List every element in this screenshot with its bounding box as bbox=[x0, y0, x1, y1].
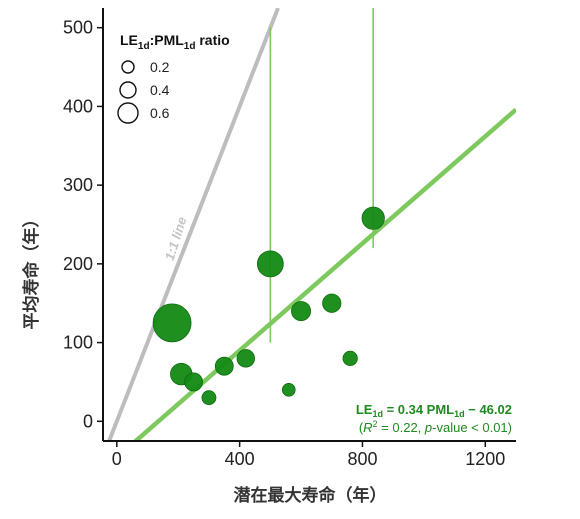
x-tick-label: 800 bbox=[347, 449, 377, 469]
fit-equation: LE1d = 0.34 PML1d − 46.02 (R2 = 0.22, p-… bbox=[356, 402, 512, 435]
data-point bbox=[322, 293, 342, 313]
legend-title-le: LE bbox=[120, 32, 138, 48]
y-tick-label: 400 bbox=[63, 96, 93, 116]
stats-tail: -value < 0.01) bbox=[432, 420, 512, 435]
y-tick-label: 300 bbox=[63, 175, 93, 195]
fit-line bbox=[132, 107, 516, 441]
data-point bbox=[342, 350, 358, 366]
x-tick-label: 400 bbox=[225, 449, 255, 469]
axes: 0 400 800 1200 0 100 200 300 400 500 bbox=[63, 8, 516, 469]
data-point bbox=[214, 356, 234, 376]
y-tick-label: 100 bbox=[63, 333, 93, 353]
data-point bbox=[281, 383, 296, 397]
stats-r-sup: 2 bbox=[373, 419, 378, 429]
fit-stats-line: (R2 = 0.22, p-value < 0.01) bbox=[359, 419, 512, 435]
y-axis-title: 平均寿命（年） bbox=[21, 211, 42, 330]
plot-area bbox=[107, 8, 516, 441]
reference-line-label: 1:1 line bbox=[162, 215, 190, 262]
eq-mid: = 0.34 PML bbox=[383, 402, 454, 417]
legend-title-le-sub: 1d bbox=[138, 41, 150, 52]
legend-label: 0.6 bbox=[150, 105, 170, 121]
x-tick-label: 1200 bbox=[465, 449, 505, 469]
data-point bbox=[291, 301, 312, 322]
data-point bbox=[152, 303, 192, 343]
y-tick-label: 200 bbox=[63, 254, 93, 274]
data-point bbox=[236, 349, 255, 368]
y-tick-label: 0 bbox=[83, 411, 93, 431]
y-tick-label: 500 bbox=[63, 18, 93, 38]
legend-label: 0.2 bbox=[150, 59, 170, 75]
stats-r: R bbox=[363, 420, 372, 435]
legend-items: 0.2 0.4 0.6 bbox=[117, 59, 170, 124]
plot-clipped bbox=[107, 8, 516, 441]
legend-size-key bbox=[117, 102, 139, 124]
legend-title-pml-sub: 1d bbox=[184, 41, 196, 52]
stats-p: p bbox=[424, 420, 432, 435]
data-point bbox=[184, 372, 203, 392]
legend: LE1d:PML1d ratio 0.20.40.6 bbox=[117, 32, 230, 124]
data-point bbox=[361, 206, 385, 230]
data-point bbox=[201, 390, 217, 406]
data-point bbox=[256, 250, 284, 278]
legend-title-ratio: ratio bbox=[195, 32, 229, 48]
stats-open: ( bbox=[359, 420, 364, 435]
fit-equation-line: LE1d = 0.34 PML1d − 46.02 bbox=[356, 402, 512, 419]
legend-size-key bbox=[121, 60, 135, 74]
legend-title: LE1d:PML1d ratio bbox=[120, 32, 230, 52]
x-tick-label: 0 bbox=[112, 449, 122, 469]
eq-le: LE bbox=[356, 402, 373, 417]
x-axis-title: 潜在最大寿命（年） bbox=[234, 485, 387, 506]
legend-size-key bbox=[119, 81, 137, 99]
legend-title-pml: :PML bbox=[150, 32, 185, 48]
eq-tail: − 46.02 bbox=[465, 402, 512, 417]
eq-le-sub: 1d bbox=[372, 409, 383, 419]
stats-mid: = 0.22, bbox=[378, 420, 425, 435]
reference-line bbox=[107, 8, 280, 441]
eq-pml-sub: 1d bbox=[454, 409, 465, 419]
legend-label: 0.4 bbox=[150, 82, 170, 98]
